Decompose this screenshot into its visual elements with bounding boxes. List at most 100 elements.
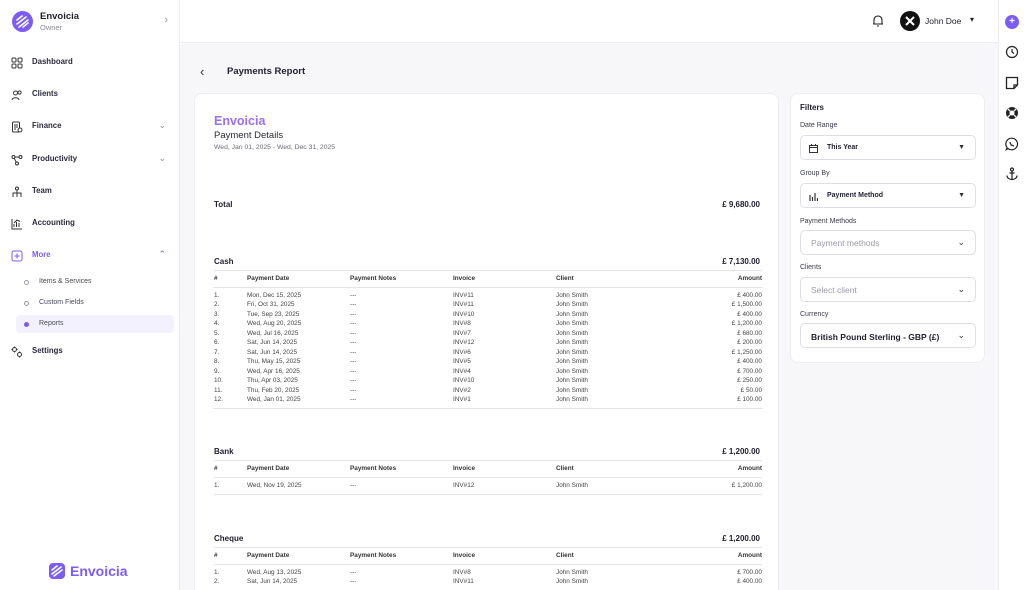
table-cell: --- (350, 367, 357, 375)
table-cell: £ 50.00 (740, 386, 762, 394)
table-cell: 1. (214, 482, 220, 489)
table-cell: Wed, Aug 13, 2025 (247, 569, 302, 576)
table-cell: --- (350, 395, 357, 403)
currency-select[interactable]: British Pound Sterling - GBP (£) ⌄ (800, 323, 976, 348)
table-cell: --- (350, 329, 357, 337)
table-cell: £ 1,200.00 (731, 320, 762, 328)
sidebar-item-dashboard[interactable]: Dashboard (0, 52, 180, 74)
table-cell: 1. (214, 292, 220, 299)
table-cell: 5. (214, 329, 220, 337)
table-header-cell: # (214, 552, 218, 559)
table-header-cell: # (214, 275, 218, 282)
table-cell: 8. (214, 358, 220, 366)
caret-down-icon[interactable]: ▾ (970, 15, 975, 24)
group-by-select[interactable]: Payment Method ▼ (800, 183, 976, 208)
avatar[interactable] (900, 11, 920, 31)
sidebar-subitem-label: Items & Services (39, 278, 92, 285)
table-cell: Wed, Apr 16, 2025 (247, 367, 300, 375)
table-cell: John Smith (556, 569, 588, 576)
calendar-icon (809, 144, 818, 153)
divider (214, 477, 762, 478)
sidebar-subitem-label: Custom Fields (39, 299, 84, 306)
sidebar-item-more[interactable]: More ⌃ (0, 245, 180, 267)
grid-icon (11, 57, 23, 69)
table-cell: INV#12 (453, 482, 475, 489)
divider (214, 547, 762, 548)
workspace-switcher[interactable]: Envoicia Owner › (12, 10, 172, 34)
group-title: Cash (214, 257, 234, 266)
support-icon[interactable] (1005, 106, 1019, 120)
add-icon[interactable]: + (1005, 15, 1019, 29)
user-name[interactable]: John Doe (925, 16, 962, 26)
bullet-icon (24, 280, 29, 285)
topbar: John Doe ▾ (180, 0, 998, 43)
sidebar-item-team[interactable]: Team (0, 181, 180, 203)
table-cell: 6. (214, 339, 220, 347)
table-cell: --- (350, 320, 357, 328)
bell-icon[interactable] (872, 14, 884, 27)
table-cell: £ 250.00 (737, 377, 762, 385)
table-cell: INV#11 (453, 578, 474, 586)
table-header-cell: Client (556, 552, 574, 559)
table-cell: 11. (214, 386, 223, 394)
history-icon[interactable] (1005, 45, 1019, 59)
table-cell: Thu, Feb 20, 2025 (247, 386, 300, 394)
back-arrow-icon[interactable]: ‹ (200, 64, 205, 79)
table-cell: £ 400.00 (737, 358, 762, 366)
table-cell: £ 700.00 (737, 569, 762, 576)
date-range-select[interactable]: This Year ▼ (800, 135, 976, 160)
table-cell: John Smith (556, 367, 588, 375)
sidebar-subitem-reports[interactable]: Reports (16, 315, 174, 333)
whatsapp-icon[interactable] (1005, 137, 1019, 151)
finance-icon (12, 121, 23, 133)
table-cell: £ 1,500.00 (731, 301, 762, 309)
sidebar-subitem-items-services[interactable]: Items & Services (16, 273, 174, 291)
table-cell: 4. (214, 320, 220, 328)
table-cell: --- (350, 578, 357, 586)
table-cell: Fri, Oct 31, 2025 (247, 301, 295, 309)
sidebar-item-finance[interactable]: Finance ⌄ (0, 116, 180, 138)
table-header-cell: Amount (737, 552, 762, 559)
workspace-role: Owner (40, 23, 63, 32)
table-cell: Wed, Nov 19, 2025 (247, 482, 302, 489)
clients-label: Clients (800, 264, 822, 271)
table-header-cell: Invoice (453, 275, 476, 282)
table-cell: John Smith (556, 377, 588, 385)
divider (214, 564, 762, 565)
group-by-value: Payment Method (827, 192, 884, 199)
sidebar-item-productivity[interactable]: Productivity ⌄ (0, 149, 180, 171)
table-cell: Wed, Jul 16, 2025 (247, 329, 299, 337)
anchor-icon[interactable] (1005, 167, 1019, 181)
sidebar-subitem-custom-fields[interactable]: Custom Fields (16, 294, 174, 312)
table-cell: John Smith (556, 301, 588, 309)
table-header-cell: Payment Date (247, 275, 290, 282)
table-cell: John Smith (556, 482, 588, 489)
divider (214, 494, 762, 496)
clients-select[interactable]: Select client ⌄ (800, 277, 976, 302)
table-cell: INV#10 (453, 310, 475, 318)
accounting-icon (11, 219, 22, 230)
chevron-down-icon: ⌄ (957, 284, 965, 294)
payment-methods-select[interactable]: Payment methods ⌄ (800, 230, 976, 255)
table-cell: --- (350, 339, 357, 347)
table-cell: INV#12 (453, 339, 475, 347)
table-cell: John Smith (556, 578, 588, 586)
sidebar-item-settings[interactable]: Settings (0, 341, 180, 363)
sidebar-item-label: Productivity (32, 154, 78, 163)
sidebar-item-accounting[interactable]: Accounting (0, 213, 180, 235)
currency-value: British Pound Sterling - GBP (£) (811, 332, 940, 342)
sidebar-item-clients[interactable]: Clients (0, 84, 180, 106)
brand-logo-icon (49, 563, 65, 579)
page-title: Payments Report (227, 66, 306, 77)
table-cell: INV#11 (453, 301, 474, 309)
table-cell: John Smith (556, 395, 588, 403)
table-cell: INV#10 (453, 377, 475, 385)
footer-logo: Envoicia (49, 562, 139, 582)
table-cell: £ 400.00 (737, 578, 762, 586)
currency-label: Currency (800, 311, 829, 318)
table-cell: --- (350, 386, 357, 394)
report-card: Envoicia Payment Details Wed, Jan 01, 20… (194, 93, 779, 590)
sticky-note-icon[interactable] (1005, 76, 1019, 90)
table-header-cell: Invoice (453, 552, 476, 559)
workspace-name: Envoicia (40, 11, 80, 22)
